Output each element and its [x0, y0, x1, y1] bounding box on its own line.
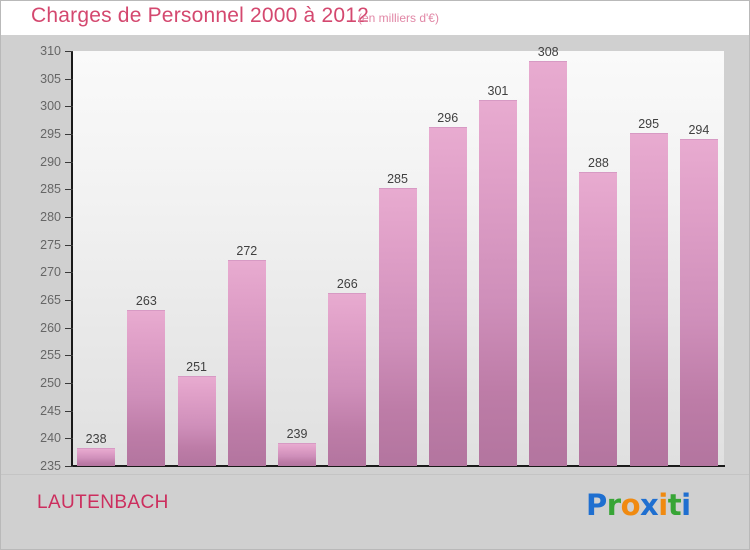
bar-value-label: 263 — [135, 294, 157, 309]
y-axis-tick — [65, 466, 73, 467]
y-axis-tick — [65, 410, 73, 412]
chart-subtitle: (en milliers d'€) — [358, 11, 439, 25]
logo-letter: o — [620, 488, 641, 522]
bar-column[interactable]: 3082009 — [529, 45, 568, 487]
bar[interactable] — [177, 376, 216, 466]
bar[interactable] — [127, 310, 166, 466]
logo-letter: r — [606, 488, 621, 522]
bar-value-label: 239 — [286, 426, 308, 441]
bar-column[interactable]: 2392004 — [278, 51, 317, 487]
y-axis-label: 290 — [40, 154, 61, 169]
y-axis-label: 260 — [40, 320, 61, 335]
bar-column[interactable]: 2952011 — [629, 51, 668, 487]
bar[interactable] — [428, 127, 467, 466]
y-axis-tick — [65, 217, 73, 218]
y-axis-tick — [65, 244, 73, 246]
y-axis-tick — [65, 438, 73, 440]
bar[interactable] — [679, 138, 718, 466]
bar-column[interactable]: 2632001 — [127, 51, 166, 487]
bar[interactable] — [328, 293, 367, 466]
bar-value-label: 294 — [688, 122, 710, 137]
bar-value-label: 266 — [336, 277, 358, 292]
bar-value-label: 296 — [437, 111, 459, 126]
bar-column[interactable]: 2662005 — [328, 51, 367, 487]
y-axis-label: 285 — [40, 182, 61, 197]
bar-column[interactable]: 2962007 — [428, 51, 467, 487]
chart-footer: LAUTENBACH Proxiti — [1, 474, 749, 549]
bar-column[interactable]: 2882010 — [579, 51, 618, 487]
logo-letter: P — [586, 488, 607, 522]
bar-value-label: 308 — [537, 45, 559, 60]
y-axis-label: 265 — [40, 293, 61, 307]
y-axis-labels: 235 240 245 250 255 260 265 270 275 280 285 290 295 3… — [1, 35, 749, 474]
bar[interactable] — [529, 61, 568, 466]
y-axis-tick — [65, 327, 73, 329]
y-axis-label: 305 — [40, 71, 61, 86]
bar-column[interactable]: 2852006 — [378, 51, 417, 487]
y-axis-label: 310 — [40, 44, 61, 58]
bar[interactable] — [579, 171, 618, 466]
plot-wrapper: 235 240 245 250 255 260 265 270 275 280 285 290 295 3… — [1, 35, 749, 487]
y-axis-tick — [65, 189, 73, 191]
bar[interactable] — [478, 99, 517, 466]
y-axis-tick — [65, 106, 73, 108]
y-axis-label: 295 — [40, 127, 61, 141]
y-axis-label: 250 — [40, 376, 61, 390]
bar-column[interactable]: 2512002 — [177, 51, 216, 487]
y-axis-label: 240 — [40, 431, 61, 446]
bar-series: 2382000 2632001 2512002 2722003 2392004 26620… — [71, 45, 724, 487]
x-axis-line — [71, 465, 725, 467]
logo-letter: i — [681, 488, 691, 522]
footer-divider — [1, 474, 749, 475]
page-title: Charges de Personnel 2000 à 2012 — [31, 4, 369, 27]
y-axis-tick — [65, 355, 73, 357]
proxiti-logo[interactable]: Proxiti — [586, 488, 691, 522]
y-axis-label: 245 — [40, 403, 61, 418]
y-axis-label: 255 — [40, 348, 61, 363]
bar-column[interactable]: 2382000 — [77, 51, 116, 487]
y-axis-tick — [65, 134, 73, 135]
bar-value-label: 251 — [186, 360, 207, 375]
y-axis-label: 270 — [40, 265, 61, 280]
y-axis-tick — [65, 383, 73, 384]
y-axis-label: 235 — [40, 459, 61, 473]
bar[interactable] — [77, 448, 116, 466]
bar[interactable] — [278, 442, 317, 466]
chart-header: Charges de Personnel 2000 à 2012 (en mil… — [1, 1, 749, 35]
y-axis-tick — [65, 161, 73, 163]
logo-letter: x — [640, 488, 659, 522]
commune-label: LAUTENBACH — [37, 492, 169, 513]
bar-column[interactable]: 3012008 — [478, 51, 517, 487]
bar-value-label: 285 — [387, 172, 408, 187]
bar-value-label: 301 — [487, 83, 509, 98]
y-axis-tick — [65, 300, 73, 301]
y-axis-label: 275 — [40, 237, 61, 252]
y-axis-tick — [65, 78, 73, 80]
bar-column[interactable]: 2722003 — [227, 51, 266, 487]
logo-letter: i — [658, 488, 668, 522]
bar-value-label: 272 — [236, 244, 258, 259]
y-axis-line — [71, 51, 73, 467]
logo-letter: t — [667, 488, 682, 522]
bar[interactable] — [629, 133, 668, 466]
bar-value-label: 288 — [587, 155, 609, 170]
y-axis-label: 300 — [40, 99, 61, 114]
y-axis-label: 280 — [40, 210, 61, 224]
y-axis-tick — [65, 51, 73, 52]
bar-column[interactable]: 2942012 — [679, 51, 718, 487]
bar-value-label: 295 — [638, 117, 660, 131]
y-axis-tick — [65, 272, 73, 274]
bar[interactable] — [227, 260, 266, 466]
bar-value-label: 238 — [85, 432, 107, 447]
bar[interactable] — [378, 188, 417, 466]
